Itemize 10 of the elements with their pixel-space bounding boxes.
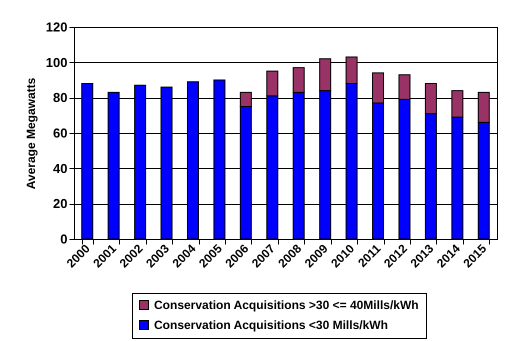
- y-tick-label: 60: [53, 126, 68, 140]
- legend-label: Conservation Acquisitions >30 <= 40Mills/kWh: [154, 298, 419, 312]
- y-axis-title: Average Megawatts: [24, 77, 38, 190]
- y-tick-label: 0: [60, 232, 68, 246]
- y-tick-label: 40: [53, 160, 68, 176]
- y-tick-label: 20: [53, 196, 68, 212]
- y-tick-label: 100: [46, 54, 68, 70]
- y-tick-label: 120: [46, 20, 68, 34]
- y-tick-label: 80: [53, 90, 68, 106]
- legend-label: Conservation Acquisitions <30 Mills/kWh: [154, 318, 388, 332]
